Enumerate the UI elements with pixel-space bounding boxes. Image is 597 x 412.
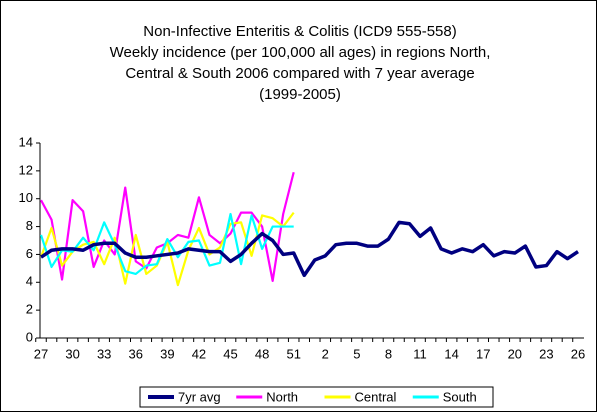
y-tick-label: 8 [26, 218, 33, 233]
x-tick-label: 48 [255, 346, 269, 361]
x-tick-label: 39 [160, 346, 174, 361]
line-series [40, 220, 579, 278]
x-tick-label: 5 [353, 346, 360, 361]
legend-label: North [266, 389, 298, 404]
x-tick-label: 2 [322, 346, 329, 361]
legend: 7yr avg North Central South [139, 386, 494, 408]
line-series [39, 212, 294, 276]
legend-box [139, 386, 494, 408]
y-tick-label: 4 [26, 274, 33, 289]
title-line: Weekly incidence (per 100,000 all ages) … [110, 44, 491, 61]
legend-label: South [443, 389, 477, 404]
y-tick-label: 10 [19, 190, 33, 205]
x-tick-label: 8 [385, 346, 392, 361]
x-tick-label: 20 [508, 346, 522, 361]
x-tick-label: 23 [539, 346, 553, 361]
x-tick-label: 17 [476, 346, 490, 361]
x-tick-label: 51 [286, 346, 300, 361]
y-tick-label: 6 [26, 246, 33, 261]
x-tick-label: 33 [97, 346, 111, 361]
x-tick-label: 42 [192, 346, 206, 361]
x-tick-label: 14 [444, 346, 458, 361]
y-tick-label: 12 [19, 162, 33, 177]
x-tick-label: 45 [223, 346, 237, 361]
x-tick-label: 26 [571, 346, 585, 361]
title-line: Non-Infective Enteritis & Colitis (ICD9 … [143, 23, 456, 40]
y-tick-label: 0 [26, 329, 33, 344]
chart-title: Non-Infective Enteritis & Colitis (ICD9 … [110, 23, 491, 103]
title-line: (1999-2005) [259, 86, 341, 103]
legend-label: Central [355, 389, 397, 404]
plot-area: 0 2 4 6 8 10 12 14 27 30 33 36 39 42 45 48 51 2 5 8 11 14 17 20… [19, 134, 586, 361]
x-tick-label: 11 [413, 346, 427, 361]
x-tick-label: 36 [129, 346, 143, 361]
title-line: Central & South 2006 compared with 7 yea… [125, 65, 474, 82]
y-tick-label: 2 [26, 302, 33, 317]
y-tick-label: 14 [19, 134, 33, 149]
legend-label: 7yr avg [178, 389, 221, 404]
x-tick-label: 30 [65, 346, 79, 361]
x-tick-label: 27 [34, 346, 48, 361]
